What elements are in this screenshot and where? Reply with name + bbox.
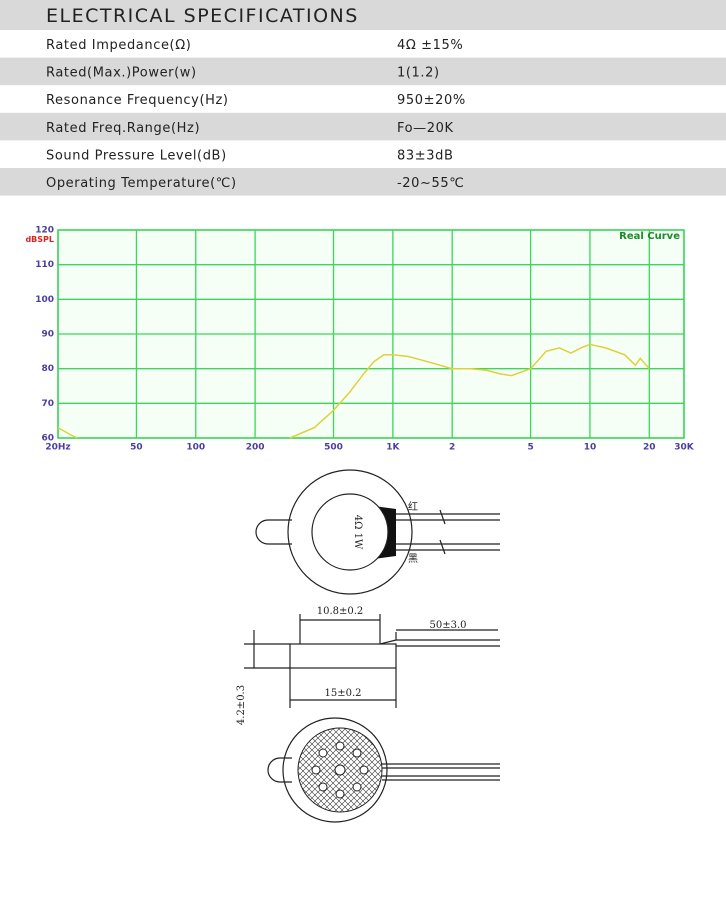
x-tick-label: 10 — [584, 443, 597, 453]
row-band — [0, 57, 726, 86]
x-tick-label: 50 — [130, 443, 143, 453]
annotation: Real Curve — [619, 231, 680, 242]
x-tick-label: 2 — [449, 443, 455, 453]
row-band — [0, 112, 726, 141]
red-label: 红 — [408, 500, 418, 513]
x-tick-label: 30K — [674, 443, 695, 453]
spec-value: Fo—20K — [397, 121, 454, 136]
x-tick-label: 20 — [643, 443, 656, 453]
y-tick-label: 120 — [35, 226, 54, 236]
x-tick-label: 100 — [186, 443, 205, 453]
y-tick-label: 60 — [41, 434, 54, 444]
height: 4.2±0.3 — [236, 685, 247, 725]
row-band — [0, 168, 726, 196]
x-tick-label: 20Hz — [45, 443, 70, 453]
x-tick-label: 1K — [386, 443, 400, 453]
outer-dia: 15±0.2 — [324, 688, 361, 699]
curve — [57, 343, 650, 439]
spec-label: Operating Temperature(℃) — [46, 176, 237, 191]
spec-label: Rated Impedance(Ω) — [46, 38, 191, 53]
inner-dia: 10.8±0.2 — [317, 606, 364, 617]
spec-label: Sound Pressure Level(dB) — [46, 148, 227, 163]
drawing: 4Ω 1W 红 黑 10.8±0.2 50±3.0 15±0.2 4.2±0.3 — [236, 469, 500, 823]
spec-value: -20~55℃ — [397, 176, 464, 191]
y-tick-label: 70 — [41, 399, 54, 409]
spec-value: 950±20% — [397, 93, 466, 108]
header-band — [0, 0, 726, 30]
lead-len: 50±3.0 — [429, 620, 466, 631]
table-title: ELECTRICAL SPECIFICATIONS — [46, 5, 359, 27]
spec-label: Rated Freq.Range(Hz) — [46, 121, 200, 136]
y-tick-label: 90 — [41, 330, 54, 340]
x-tick-label: 500 — [324, 443, 343, 453]
y-tick-label: 110 — [35, 260, 54, 270]
spec-label: Rated(Max.)Power(w) — [46, 66, 197, 81]
spec-value: 4Ω ±15% — [397, 38, 463, 53]
y-tick-label: 100 — [35, 295, 54, 305]
y-unit: dBSPL — [25, 235, 54, 244]
x-tick-label: 200 — [246, 443, 265, 453]
x-tick-label: 5 — [527, 443, 533, 453]
spec-label: Resonance Frequency(Hz) — [46, 93, 229, 108]
spec-value: 1(1.2) — [397, 66, 440, 81]
spec-value: 83±3dB — [397, 148, 453, 163]
marking: 4Ω 1W — [352, 515, 363, 550]
black-label: 黑 — [408, 553, 418, 565]
y-tick-label: 80 — [41, 364, 54, 374]
